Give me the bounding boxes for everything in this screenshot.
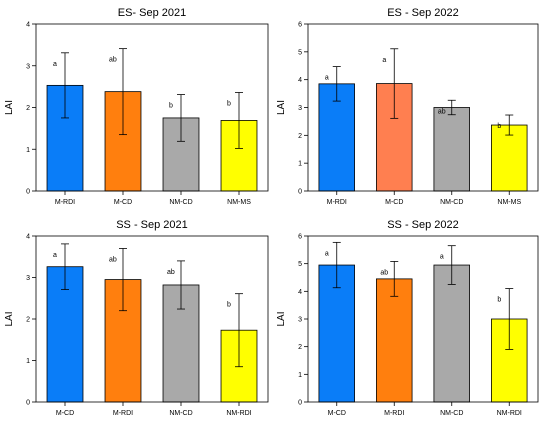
y-tick-label: 5: [298, 261, 302, 268]
plot-frame: [307, 23, 539, 192]
x-tick-label: NM-RDI: [497, 410, 522, 417]
significance-letter: b: [227, 302, 231, 309]
y-tick-label: 3: [298, 105, 302, 112]
y-tick-label: 6: [298, 234, 302, 241]
y-axis-label: LAI: [4, 311, 15, 326]
y-tick-label: 1: [26, 147, 30, 154]
significance-letter: a: [440, 254, 444, 261]
x-tick-label: M-RDI: [55, 199, 75, 206]
x-tick-label: M-CD: [328, 410, 346, 417]
x-tick-label: NM-CD: [169, 199, 192, 206]
chart-title: ES - Sep 2022: [387, 7, 459, 19]
y-tick-label: 1: [298, 161, 302, 168]
y-tick-label: 3: [26, 63, 30, 70]
x-tick-label: M-RDI: [113, 410, 133, 417]
chart-panel-3: SS - Sep 2021 LAI 0 1 2 3 4 a M-CD ab M-RDI ab NM-CD…: [4, 219, 269, 417]
x-tick-label: NM-MS: [227, 199, 251, 206]
chart-panel-1: ES- Sep 2021 LAI 0 1 2 3 4 a M-RDI ab M-CD b NM-CD b N…: [4, 7, 269, 206]
y-axis-label: LAI: [276, 100, 287, 115]
y-tick-label: 0: [298, 400, 302, 407]
plot-frame: [35, 235, 269, 403]
y-tick-label: 6: [298, 22, 302, 29]
y-tick-label: 4: [298, 289, 302, 296]
y-tick-label: 1: [26, 358, 30, 365]
x-tick-label: M-RDI: [327, 199, 347, 206]
significance-letter: b: [497, 123, 501, 130]
chart-title: SS - Sep 2021: [116, 219, 188, 231]
significance-letter: ab: [109, 256, 117, 263]
significance-letter: ab: [438, 108, 446, 115]
y-tick-label: 1: [298, 372, 302, 379]
y-tick-label: 3: [298, 317, 302, 324]
x-tick-label: M-CD: [385, 199, 403, 206]
bar: [376, 278, 413, 403]
chart-panel-4: SS - Sep 2022 LAI 0 1 2 3 4 5 6 a M-CD ab M-RDI a NM-C…: [276, 219, 539, 417]
significance-letter: a: [53, 252, 57, 259]
y-tick-label: 4: [26, 234, 30, 241]
chart-title: ES- Sep 2021: [118, 7, 187, 19]
significance-letter: a: [325, 75, 329, 82]
bar: [433, 264, 470, 403]
y-tick-label: 0: [26, 400, 30, 407]
significance-letter: b: [227, 100, 231, 107]
y-axis-label: LAI: [4, 100, 15, 115]
x-tick-label: M-CD: [56, 410, 74, 417]
chart-panel-2: ES - Sep 2022 LAI 0 1 2 3 4 5 6 a M-RDI a M-CD ab NM-C…: [276, 7, 539, 206]
significance-letter: ab: [109, 57, 117, 64]
x-tick-label: M-CD: [114, 199, 132, 206]
plot-frame: [35, 23, 269, 192]
plot-frame: [307, 235, 539, 403]
significance-letter: ab: [380, 269, 388, 276]
x-tick-label: NM-CD: [440, 410, 463, 417]
y-tick-label: 3: [26, 275, 30, 282]
x-tick-label: NM-CD: [169, 410, 192, 417]
y-tick-label: 2: [298, 344, 302, 351]
y-tick-label: 5: [298, 49, 302, 56]
significance-letter: b: [497, 297, 501, 304]
y-tick-label: 0: [26, 189, 30, 196]
significance-letter: ab: [167, 269, 175, 276]
x-tick-label: NM-RDI: [226, 410, 251, 417]
chart-title: SS - Sep 2022: [387, 219, 459, 231]
y-tick-label: 2: [26, 105, 30, 112]
x-tick-label: NM-CD: [440, 199, 463, 206]
x-tick-label: M-RDI: [384, 410, 404, 417]
y-tick-label: 4: [298, 77, 302, 84]
y-tick-label: 4: [26, 22, 30, 29]
bar: [433, 107, 470, 192]
significance-letter: a: [325, 250, 329, 257]
significance-letter: b: [169, 103, 173, 110]
y-tick-label: 2: [26, 317, 30, 324]
y-axis-label: LAI: [276, 311, 287, 326]
significance-letter: a: [53, 61, 57, 68]
x-tick-label: NM-MS: [497, 199, 521, 206]
y-tick-label: 0: [298, 189, 302, 196]
significance-letter: a: [382, 57, 386, 64]
y-tick-label: 2: [298, 133, 302, 140]
